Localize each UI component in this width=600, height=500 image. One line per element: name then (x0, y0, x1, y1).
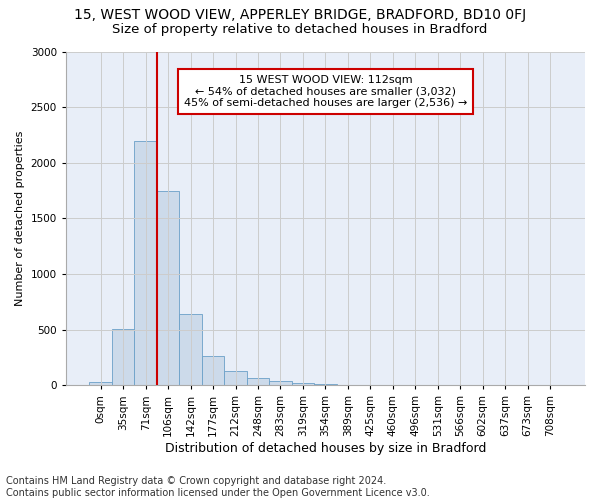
Bar (134, 140, 157, 386)
Bar (202, 356, 224, 386)
Bar (247, 378, 269, 386)
Bar (269, 382, 292, 386)
Text: 15 WEST WOOD VIEW: 112sqm
← 54% of detached houses are smaller (3,032)
45% of se: 15 WEST WOOD VIEW: 112sqm ← 54% of detac… (184, 75, 467, 108)
Bar (157, 190, 179, 386)
Text: Size of property relative to detached houses in Bradford: Size of property relative to detached ho… (112, 22, 488, 36)
Bar (337, 384, 359, 386)
Y-axis label: Number of detached properties: Number of detached properties (15, 130, 25, 306)
X-axis label: Distribution of detached houses by size in Bradford: Distribution of detached houses by size … (165, 442, 486, 455)
Bar (292, 384, 314, 386)
Text: Contains HM Land Registry data © Crown copyright and database right 2024.
Contai: Contains HM Land Registry data © Crown c… (6, 476, 430, 498)
Bar (179, 314, 202, 386)
Bar (224, 371, 247, 386)
Bar (314, 384, 337, 386)
Bar (112, 328, 134, 386)
Bar (89, 382, 112, 386)
Text: 15, WEST WOOD VIEW, APPERLEY BRIDGE, BRADFORD, BD10 0FJ: 15, WEST WOOD VIEW, APPERLEY BRIDGE, BRA… (74, 8, 526, 22)
